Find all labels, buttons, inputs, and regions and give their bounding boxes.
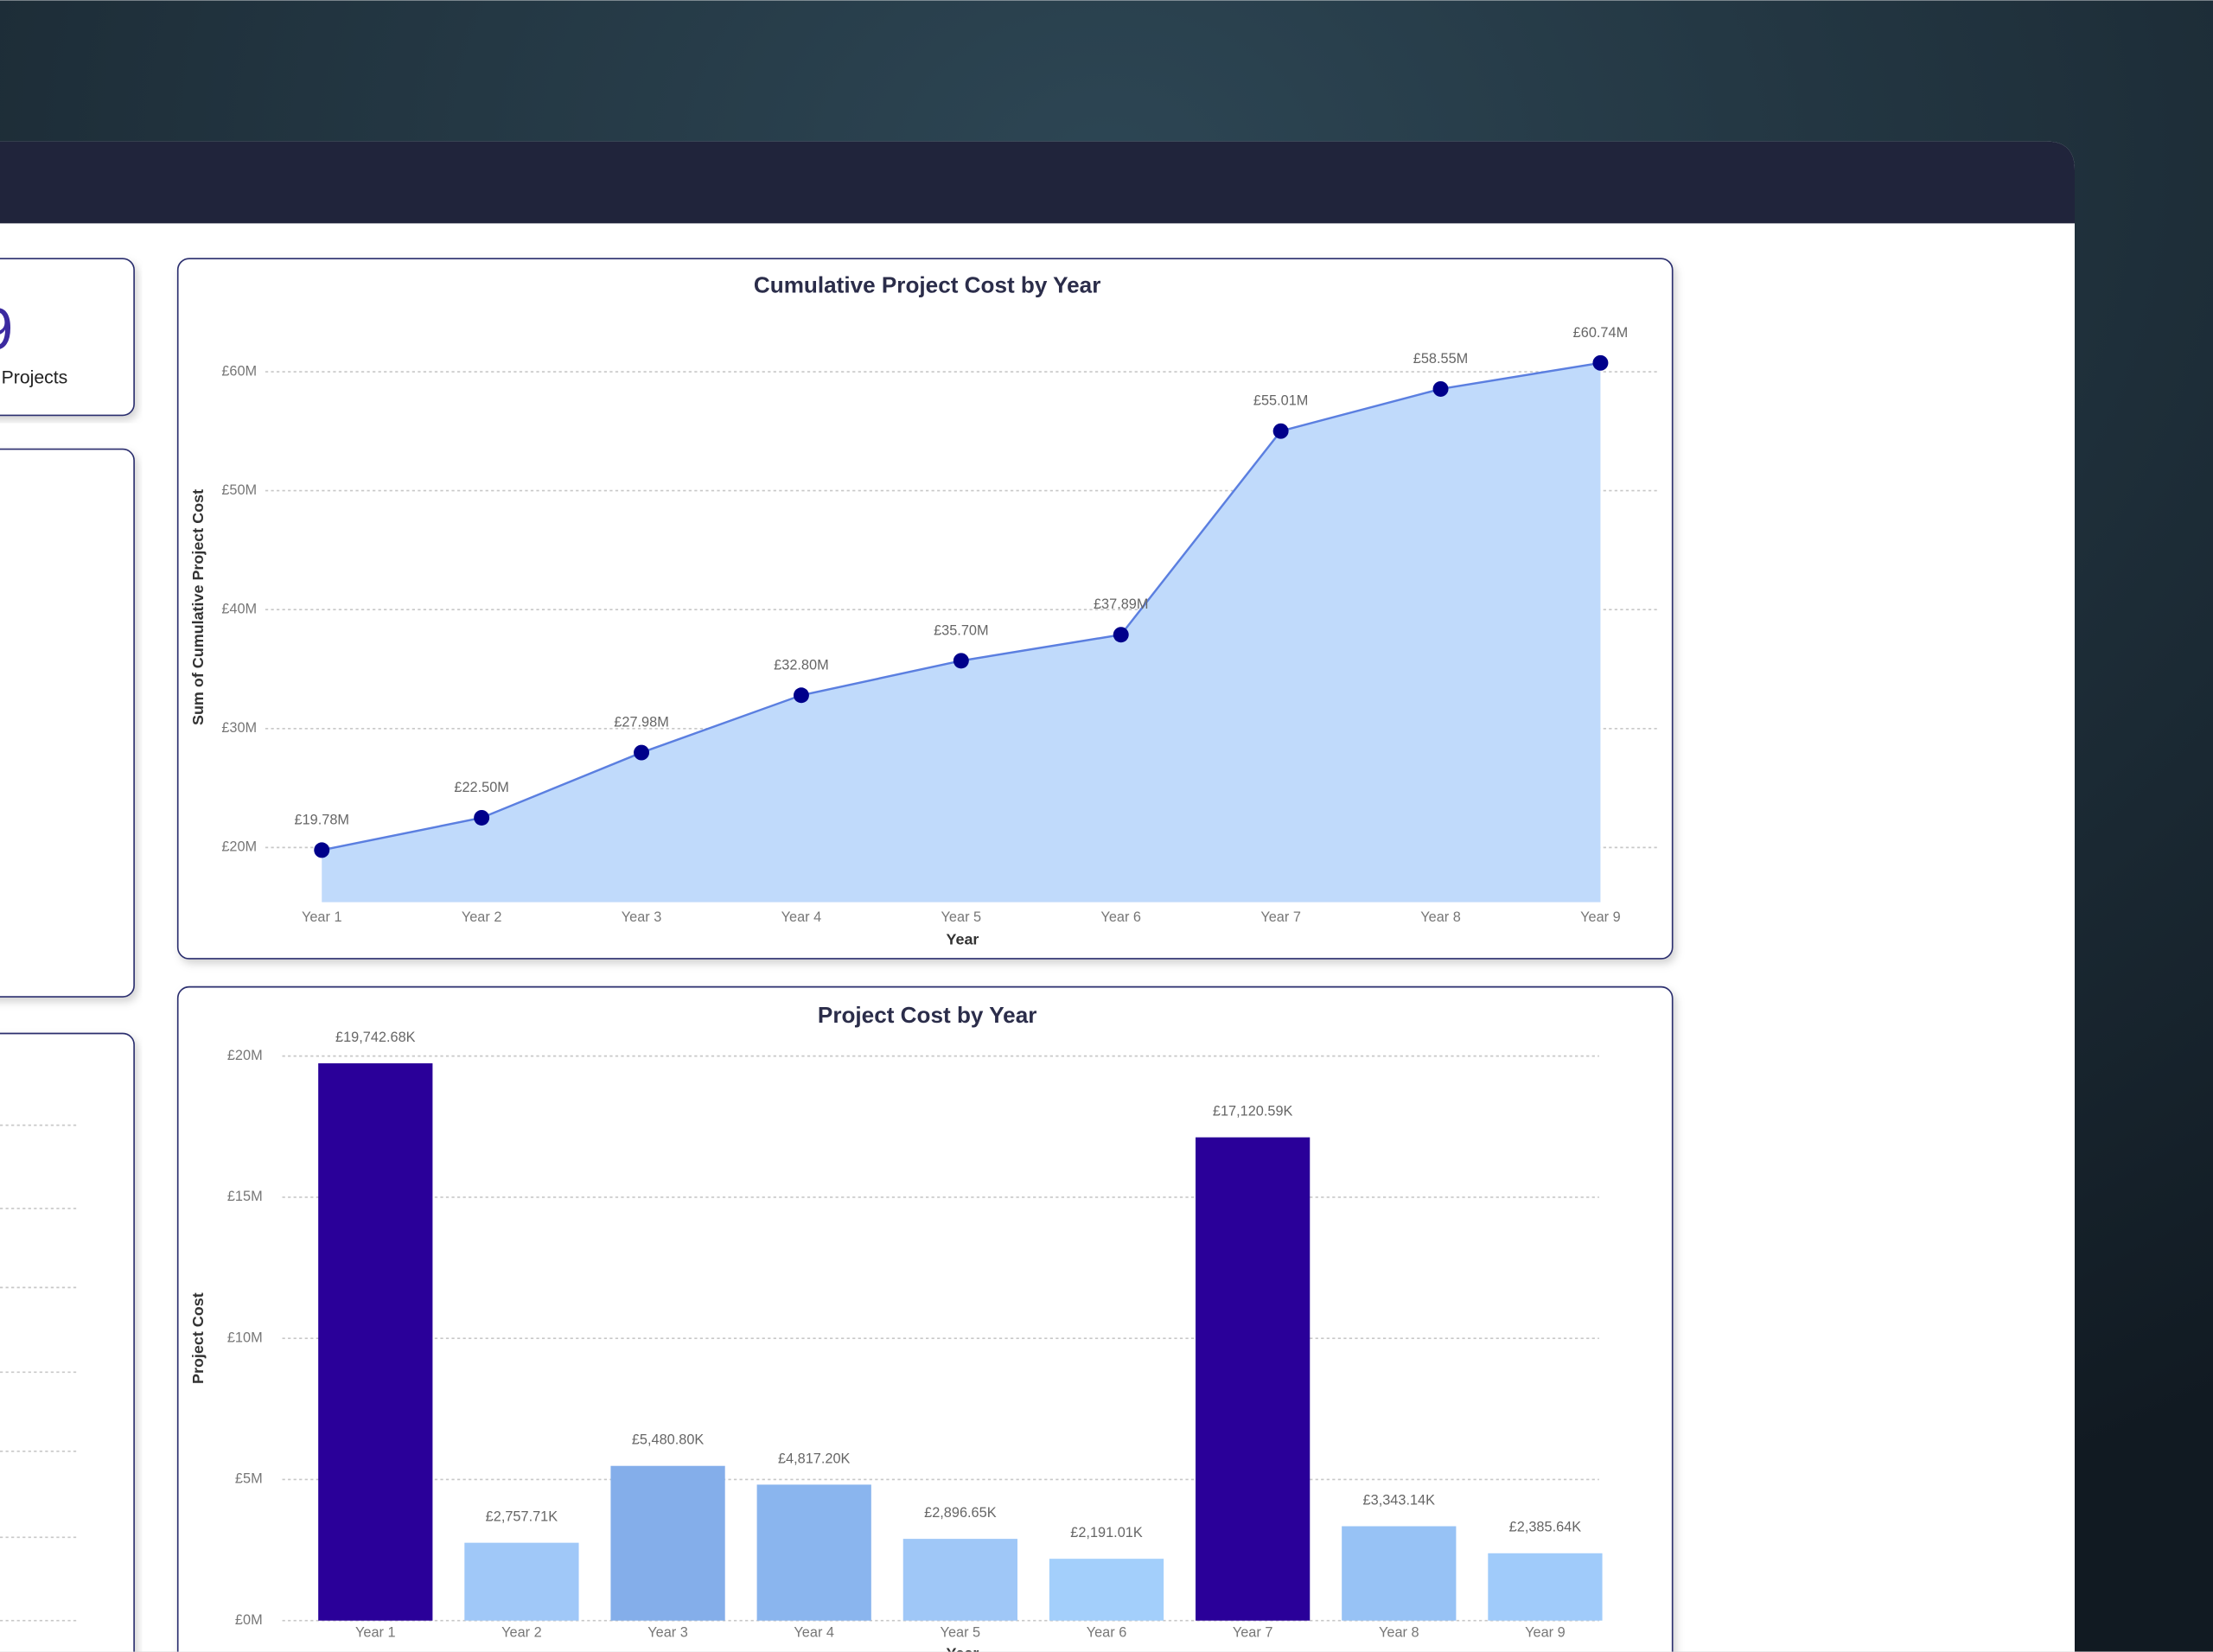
- marker: [1432, 380, 1449, 397]
- bar: [1488, 1553, 1603, 1621]
- y-tick-label: £15M: [227, 1189, 263, 1204]
- x-tick-label: Year 8: [1420, 909, 1461, 925]
- x-tick-label: Year 4: [781, 909, 822, 925]
- x-tick-label: Year 1: [302, 909, 342, 925]
- marker: [314, 842, 330, 858]
- x-tick-label: Year 6: [1100, 909, 1141, 925]
- marker: [634, 744, 650, 761]
- x-tick-label: Year 3: [647, 1625, 688, 1641]
- y-tick-label: £0M: [235, 1612, 263, 1628]
- x-tick-label: Year 9: [1580, 909, 1621, 925]
- y-axis-label: Sum of Cumulative Project Cost: [189, 489, 207, 725]
- data-label: £55.01M: [1253, 393, 1308, 409]
- data-label: £3,343.14K: [1363, 1492, 1436, 1508]
- data-label: £22.50M: [454, 780, 508, 795]
- x-axis-label: Year: [947, 1645, 979, 1652]
- y-tick-label: £10M: [227, 1330, 263, 1345]
- x-tick-label: Year 1: [355, 1625, 396, 1641]
- data-label: £27.98M: [614, 715, 668, 730]
- data-label: £37.89M: [1094, 596, 1148, 612]
- y-tick-label: £20M: [221, 839, 257, 855]
- data-label: £19.78M: [295, 812, 349, 827]
- data-label: £60.74M: [1573, 325, 1628, 341]
- marker: [1592, 354, 1609, 371]
- area: [322, 362, 1601, 903]
- x-tick-label: Year 9: [1525, 1625, 1566, 1641]
- bar: [464, 1542, 579, 1621]
- marker: [1113, 627, 1129, 643]
- x-tick-label: Year 5: [941, 1625, 981, 1641]
- y-tick-label: £40M: [221, 602, 257, 617]
- y-tick-label: £60M: [221, 363, 257, 379]
- data-label: £2,385.64K: [1509, 1520, 1582, 1535]
- data-label: £5,480.80K: [632, 1432, 705, 1448]
- bar: [610, 1465, 725, 1621]
- bar: [902, 1539, 1017, 1621]
- marker: [953, 653, 969, 669]
- window-header: [0, 141, 2075, 224]
- marker: [1272, 423, 1289, 439]
- x-tick-label: Year 5: [941, 909, 982, 925]
- panel-card: [0, 1032, 135, 1652]
- charts: Cumulative Project Cost by Year Year Sum o…: [189, 272, 1659, 1652]
- chart-title: Cumulative Project Cost by Year: [754, 272, 1100, 298]
- y-tick-label: £30M: [221, 720, 257, 736]
- bar: [1342, 1526, 1457, 1621]
- data-label: £17,120.59K: [1213, 1104, 1293, 1119]
- data-label: £35.70M: [934, 622, 988, 638]
- data-label: £58.55M: [1413, 351, 1468, 367]
- panel-lines: [0, 1124, 78, 1622]
- bar: [1049, 1559, 1164, 1621]
- data-label: £19,742.68K: [335, 1030, 416, 1045]
- data-label: £2,896.65K: [924, 1505, 997, 1521]
- x-tick-label: Year 2: [501, 1625, 542, 1641]
- y-tick-label: £5M: [235, 1471, 263, 1487]
- y-tick-label: £50M: [221, 482, 257, 498]
- x-axis-label: Year: [947, 930, 979, 947]
- y-tick-label: £20M: [227, 1048, 263, 1063]
- x-tick-label: Year 7: [1233, 1625, 1273, 1641]
- panel-card: [0, 448, 135, 998]
- x-tick-label: Year 6: [1087, 1625, 1127, 1641]
- x-tick-label: Year 8: [1379, 1625, 1419, 1641]
- marker: [793, 687, 809, 704]
- y-axis-label: Project Cost: [189, 1292, 207, 1384]
- kpi-label: Projects: [2, 368, 68, 388]
- data-label: £4,817.20K: [778, 1451, 851, 1466]
- x-tick-label: Year 2: [462, 909, 502, 925]
- marker: [474, 809, 490, 826]
- x-tick-label: Year 4: [794, 1625, 834, 1641]
- kpi-card: [0, 258, 135, 417]
- bar: [1196, 1137, 1311, 1621]
- data-label: £32.80M: [774, 657, 828, 673]
- x-tick-label: Year 3: [622, 909, 662, 925]
- data-label: £2,757.71K: [486, 1509, 558, 1525]
- bar: [318, 1063, 433, 1621]
- kpi-value: 9: [0, 296, 13, 362]
- data-label: £2,191.01K: [1070, 1525, 1143, 1540]
- bar: [756, 1484, 871, 1621]
- left-panels: 9 Projects Cumulative Project Cost by Ye…: [0, 258, 1674, 1652]
- chart-title: Project Cost by Year: [818, 1002, 1036, 1028]
- x-tick-label: Year 7: [1260, 909, 1301, 925]
